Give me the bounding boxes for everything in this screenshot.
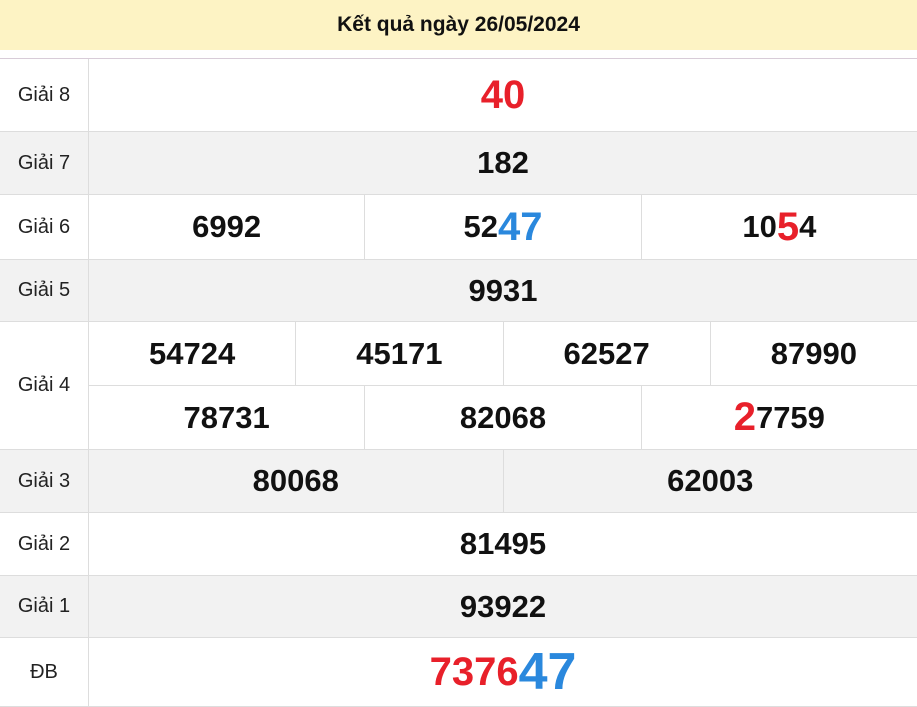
- prize-row: Giải 3 80068 62003: [0, 450, 917, 513]
- number-part: 7376: [430, 650, 519, 695]
- number-part: 81495: [460, 526, 546, 562]
- prize-number: 6992: [89, 195, 364, 259]
- number-part: 10: [742, 209, 776, 245]
- prize-label: Giải 7: [0, 132, 89, 194]
- number-part: 5: [777, 205, 799, 250]
- prize-row: Giải 1 93922: [0, 576, 917, 638]
- prize-number: 182: [89, 132, 917, 194]
- prize-label: Giải 1: [0, 576, 89, 637]
- number-part: 62527: [564, 336, 650, 372]
- number-part: 47: [498, 205, 543, 250]
- number-part: 82068: [460, 400, 546, 436]
- prize-label: Giải 5: [0, 260, 89, 321]
- number-part: 87990: [771, 336, 857, 372]
- prize-label: Giải 6: [0, 195, 89, 259]
- number-part: 9931: [469, 273, 538, 309]
- prize-row: Giải 2 81495: [0, 513, 917, 576]
- results-title: Kết quả ngày 26/05/2024: [0, 0, 917, 50]
- number-part: 40: [481, 73, 526, 118]
- prize-row: Giải 7 182: [0, 132, 917, 195]
- number-part: 45171: [356, 336, 442, 372]
- number-part: 7759: [756, 400, 825, 436]
- number-part: 62003: [667, 463, 753, 499]
- prize-number: 87990: [710, 322, 917, 385]
- number-part: 93922: [460, 589, 546, 625]
- prize-label: ĐB: [0, 638, 89, 706]
- number-part: 182: [477, 145, 529, 181]
- prize-number: 54724: [89, 322, 295, 385]
- prize-row: Giải 5 9931: [0, 260, 917, 322]
- prize-row: Giải 8 40: [0, 59, 917, 132]
- prize-number: 45171: [295, 322, 502, 385]
- prize-number: 9931: [89, 260, 917, 321]
- prize-label: Giải 8: [0, 59, 89, 131]
- prize-number: 62003: [503, 450, 917, 512]
- prize-number: 82068: [364, 386, 640, 449]
- number-part: 47: [519, 642, 577, 702]
- number-part: 2: [734, 395, 756, 440]
- number-part: 80068: [253, 463, 339, 499]
- prize-label: Giải 2: [0, 513, 89, 575]
- number-part: 6992: [192, 209, 261, 245]
- prize-label: Giải 3: [0, 450, 89, 512]
- prize-number: 81495: [89, 513, 917, 575]
- prize-label: Giải 4: [0, 322, 89, 449]
- number-part: 54724: [149, 336, 235, 372]
- number-part: 78731: [184, 400, 270, 436]
- number-part: 52: [464, 209, 498, 245]
- prize-number: 93922: [89, 576, 917, 637]
- prize-number: 80068: [89, 450, 503, 512]
- prize-number: 62527: [503, 322, 710, 385]
- prize-number: 40: [89, 59, 917, 131]
- number-part: 4: [799, 209, 816, 245]
- prize-number: 78731: [89, 386, 364, 449]
